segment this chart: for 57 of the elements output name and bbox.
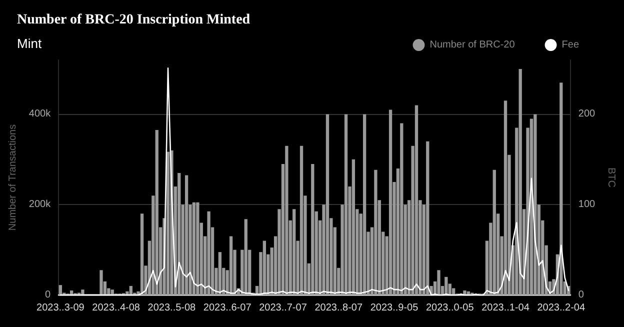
bar bbox=[362, 114, 366, 295]
bar bbox=[184, 175, 188, 295]
bar bbox=[178, 172, 181, 295]
bar bbox=[374, 170, 378, 295]
y2-tick-label: 100 bbox=[578, 199, 596, 210]
x-tick-label: 2023..6-07 bbox=[203, 302, 252, 314]
x-tick-label: 2023..2-04 bbox=[537, 302, 586, 314]
bar bbox=[534, 114, 537, 295]
bar bbox=[207, 211, 210, 295]
bar bbox=[292, 209, 296, 295]
bar bbox=[492, 170, 496, 295]
bar bbox=[229, 236, 233, 295]
bar bbox=[518, 69, 522, 295]
bar bbox=[311, 164, 314, 295]
bar bbox=[81, 290, 84, 295]
legend-label: Fee bbox=[562, 40, 580, 50]
bar bbox=[192, 202, 196, 295]
legend-label: Number of BRC-20 bbox=[430, 40, 516, 50]
bar bbox=[400, 123, 404, 295]
bar bbox=[326, 114, 330, 295]
x-tick-label: 2023..5-08 bbox=[148, 302, 196, 314]
bar bbox=[352, 159, 356, 295]
x-tick-label: 2023..8-07 bbox=[314, 302, 363, 314]
bar bbox=[100, 270, 103, 295]
y2-tick-label: 0 bbox=[578, 290, 584, 300]
bar bbox=[196, 202, 200, 295]
bar bbox=[58, 285, 62, 295]
y-tick-label: 0 bbox=[45, 290, 52, 300]
bar bbox=[504, 100, 508, 295]
y2-axis-title: BTC bbox=[606, 168, 616, 188]
y-tick-label: 400k bbox=[28, 108, 52, 120]
chart-title: Number of BRC-20 Inscription Minted bbox=[17, 12, 250, 28]
chart-subtitle: Mint bbox=[17, 36, 42, 51]
y2-tick-label: 200 bbox=[578, 108, 596, 120]
bar bbox=[560, 82, 563, 295]
bar bbox=[437, 270, 440, 295]
bar bbox=[344, 114, 348, 295]
x-tick-label: 2023..3-09 bbox=[36, 302, 85, 314]
bar bbox=[414, 105, 418, 295]
bar bbox=[166, 152, 170, 295]
bar bbox=[218, 252, 222, 295]
bar bbox=[388, 110, 392, 295]
x-tick-label: 2023..1-04 bbox=[482, 302, 530, 314]
bar bbox=[426, 141, 430, 295]
x-tick-label: 2023..7-07 bbox=[259, 302, 308, 314]
x-tick-label: 2023..4-08 bbox=[92, 302, 140, 314]
bar bbox=[140, 214, 144, 295]
x-tick-label: 2023..0-05 bbox=[426, 302, 474, 314]
y-axis-title: Number of Transactions bbox=[8, 124, 18, 231]
bar bbox=[285, 146, 288, 295]
line-series bbox=[60, 67, 570, 296]
bar bbox=[262, 240, 266, 295]
x-tick-label: 2023..9-05 bbox=[370, 302, 419, 314]
bar bbox=[155, 130, 158, 295]
y-tick-label: 200k bbox=[28, 199, 52, 210]
bar bbox=[244, 219, 248, 295]
bar bbox=[300, 146, 304, 295]
